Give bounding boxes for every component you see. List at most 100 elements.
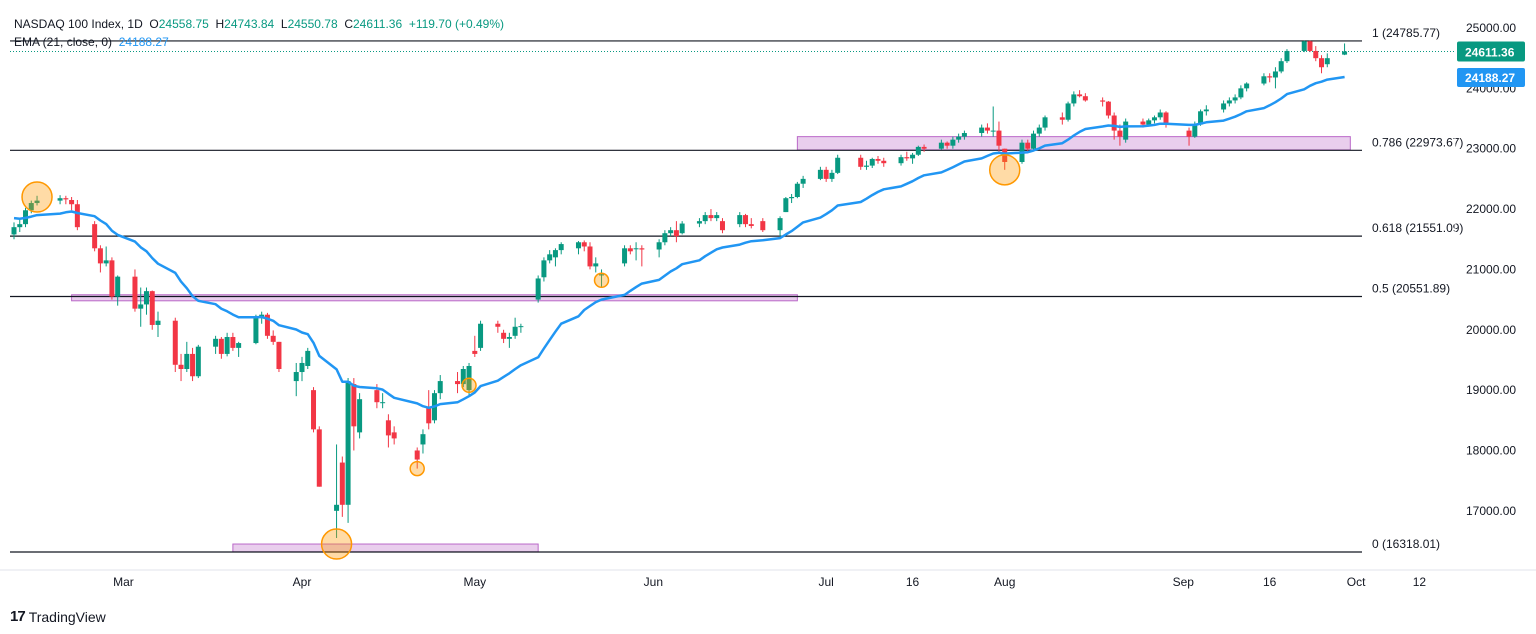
candle-body [915,146,921,155]
candle-body [420,434,426,445]
candle-body [1151,117,1157,121]
candle-body [829,172,835,179]
candle-body [639,248,645,250]
support-zone [232,543,539,553]
high-value: 24743.84 [224,17,275,31]
candle-body [599,274,605,276]
candle-body [1261,76,1267,84]
candle-body [748,224,754,226]
low-value: 24550.78 [287,17,338,31]
candle-body [478,323,484,348]
candle-body [956,136,962,140]
candle-body [783,198,789,213]
fib-label: 0.618 (21551.09) [1372,221,1463,235]
candle-body [218,338,224,354]
candle-body [437,381,443,394]
brand-name: TradingView [28,608,106,625]
candle-body [541,260,547,278]
time-tick-label: May [463,575,486,589]
highlight-circle [21,181,53,213]
highlight-circle [409,460,425,477]
candle-body [213,338,219,347]
candle-body [702,215,708,222]
price-tick-label: 20000.00 [1466,323,1516,337]
ema-price-label: 24188.27 [1465,71,1515,85]
candle-body [305,350,311,366]
candle-body [195,346,201,377]
candle-body [190,353,196,377]
candle-body [622,248,628,264]
candle-body [950,139,956,146]
candle-body [593,263,599,267]
candles[interactable] [11,40,1348,538]
candle-body [1157,112,1163,118]
candle-body [512,326,518,336]
candle-body [270,335,276,342]
candle-body [339,462,345,505]
fib-label: 0 (16318.01) [1372,537,1440,551]
candle-body [311,390,317,430]
symbol-label[interactable]: NASDAQ 100 Index, 1D [14,17,143,31]
candle-body [299,362,305,373]
candle-body [863,165,869,167]
candle-body [1244,83,1250,89]
candle-body [800,178,806,184]
support-zone [71,294,798,302]
candle-body [737,215,743,225]
price-tick-label: 25000.00 [1466,21,1516,35]
highlight-circle [593,272,610,289]
price-tick-label: 17000.00 [1466,504,1516,518]
candle-body [293,372,299,382]
time-tick-label: Aug [994,575,1015,589]
candle-body [1278,61,1284,72]
fib-label: 1 (24785.77) [1372,26,1440,40]
candle-body [143,291,149,305]
candle-body [1111,115,1117,131]
candle-body [777,218,783,231]
candle-body [374,390,380,403]
candle-body [385,420,391,436]
candle-body [28,203,34,211]
candle-body [587,246,593,267]
candle-body [460,369,466,385]
candle-body [63,198,69,200]
ema-legend[interactable]: EMA (21, close, 0) 24188.27 [14,35,169,49]
candle-body [938,142,944,149]
candle-body [426,408,432,424]
candle-body [184,353,190,370]
candle-body [984,127,990,131]
candle-body [1284,50,1290,62]
candle-body [910,154,916,159]
candle-body [869,158,875,166]
time-tick-label: Apr [293,575,312,589]
candle-body [1071,94,1077,104]
candle-body [898,157,904,164]
candle-body [1117,130,1123,137]
candle-body [662,233,668,243]
price-tick-label: 18000.00 [1466,443,1516,457]
candle-body [1226,100,1232,104]
candle-body [178,364,184,370]
candle-body [455,381,461,385]
candle-body [345,381,351,505]
candle-body [1077,94,1083,97]
candle-body [835,157,841,173]
candle-body [501,332,507,339]
candle-body [1025,142,1031,149]
candle-body [1267,76,1273,78]
candle-body [1065,103,1071,120]
candle-body [1342,51,1348,55]
candle-body [264,314,270,336]
tradingview-logo[interactable]: 17 TradingView [10,608,106,625]
candle-body [1307,41,1313,51]
candle-body [138,304,144,309]
highlight-circles [21,154,1021,560]
time-axis[interactable]: Mar Apr May Jun Jul 16 Aug Sep 16 Oct 12 [0,569,1536,589]
last-price-badge [1457,41,1525,62]
price-axis[interactable]: 17000.00 18000.00 19000.00 20000.00 21000.00… [1454,0,1525,570]
time-tick-label: Mar [113,575,134,589]
price-tick-label: 21000.00 [1466,262,1516,276]
close-value: 24611.36 [352,17,403,31]
candle-body [109,260,115,297]
